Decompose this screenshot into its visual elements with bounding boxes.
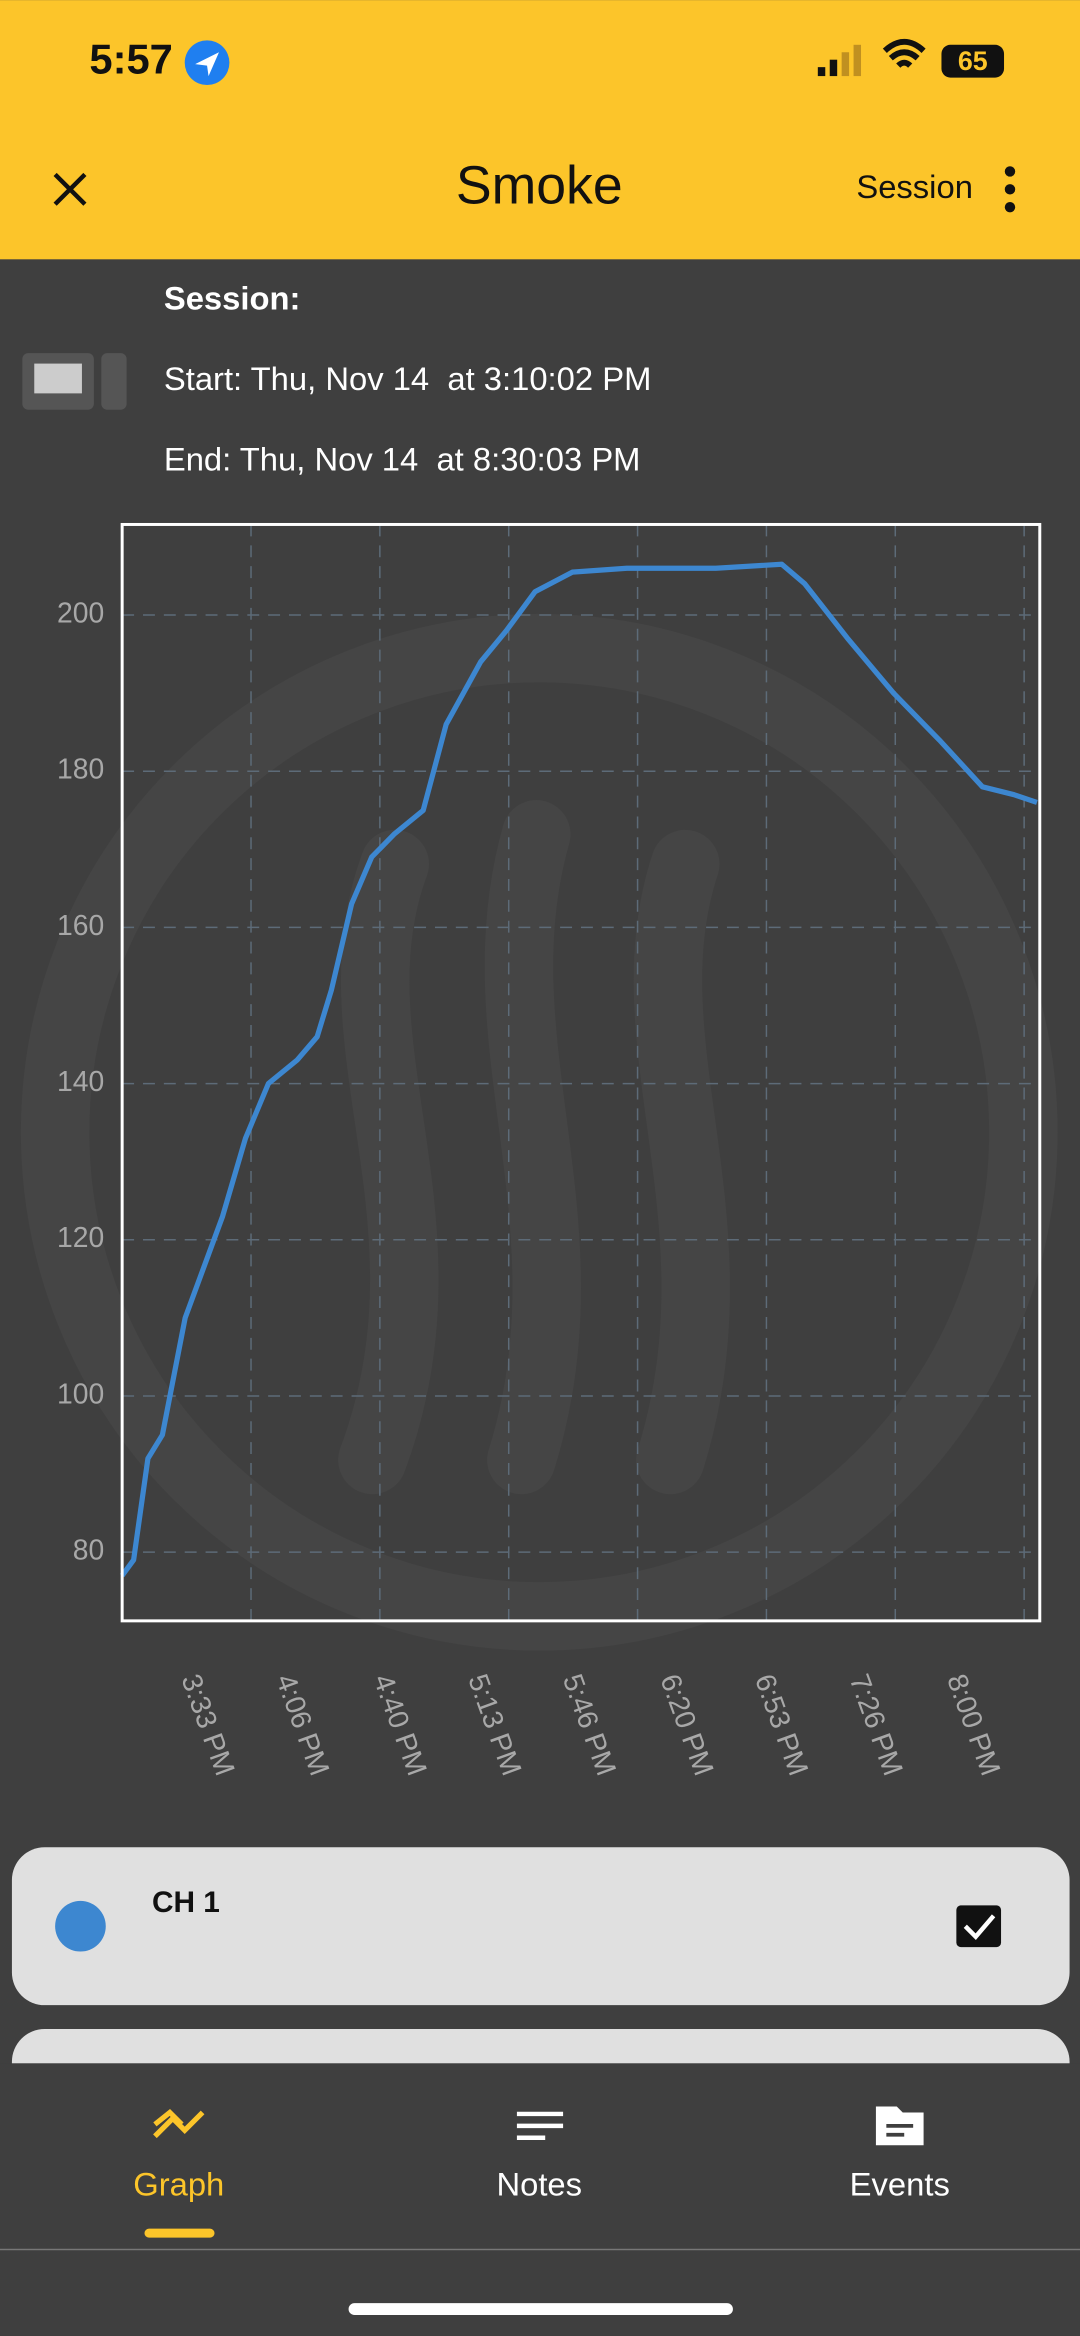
y-tick-label: 180 (57, 753, 104, 785)
tab-events[interactable]: Events (850, 2166, 950, 2203)
legend-marker (55, 1900, 106, 1952)
checkmark (963, 1914, 996, 1940)
events-icon-lines (886, 2123, 914, 2137)
y-tick-label: 120 (57, 1221, 104, 1253)
session-label: Session: (164, 280, 301, 317)
y-tick-label: 160 (57, 909, 104, 941)
session-start: Start: Thu, Nov 14 at 3:10:02 PM (164, 360, 652, 397)
battery-icon (941, 44, 1005, 78)
channel-card[interactable] (11, 1847, 1070, 2006)
device-icon (22, 353, 127, 410)
notes-icon (516, 2111, 564, 2140)
graph-icon (153, 2108, 205, 2139)
y-tick-label: 80 (73, 1534, 104, 1566)
tab-notes[interactable]: Notes (496, 2166, 582, 2203)
plot-frame (120, 522, 1042, 1623)
y-tick-label: 200 (57, 597, 104, 629)
data-line (120, 561, 1038, 1578)
status-time: 5:57 (89, 36, 172, 83)
signal-icon (817, 44, 862, 77)
location-arrow (195, 52, 219, 77)
y-tick-label: 100 (57, 1377, 104, 1409)
close-button[interactable] (53, 172, 87, 206)
session-end: End: Thu, Nov 14 at 8:30:03 PM (164, 441, 641, 478)
bottom-nav (0, 2063, 1080, 2250)
y-tick-label: 140 (57, 1065, 104, 1097)
screen-title: Smoke (456, 155, 623, 215)
channel-checkbox[interactable] (956, 1905, 1002, 1948)
tab-indicator (144, 2228, 215, 2238)
wifi-icon (882, 38, 926, 68)
legend-label: CH 1 (152, 1886, 220, 1919)
more-menu[interactable] (1004, 166, 1016, 213)
home-indicator (348, 2303, 733, 2316)
session-button[interactable]: Session (856, 168, 973, 205)
tab-graph[interactable]: Graph (133, 2166, 224, 2203)
battery-level: 65 (958, 46, 988, 76)
